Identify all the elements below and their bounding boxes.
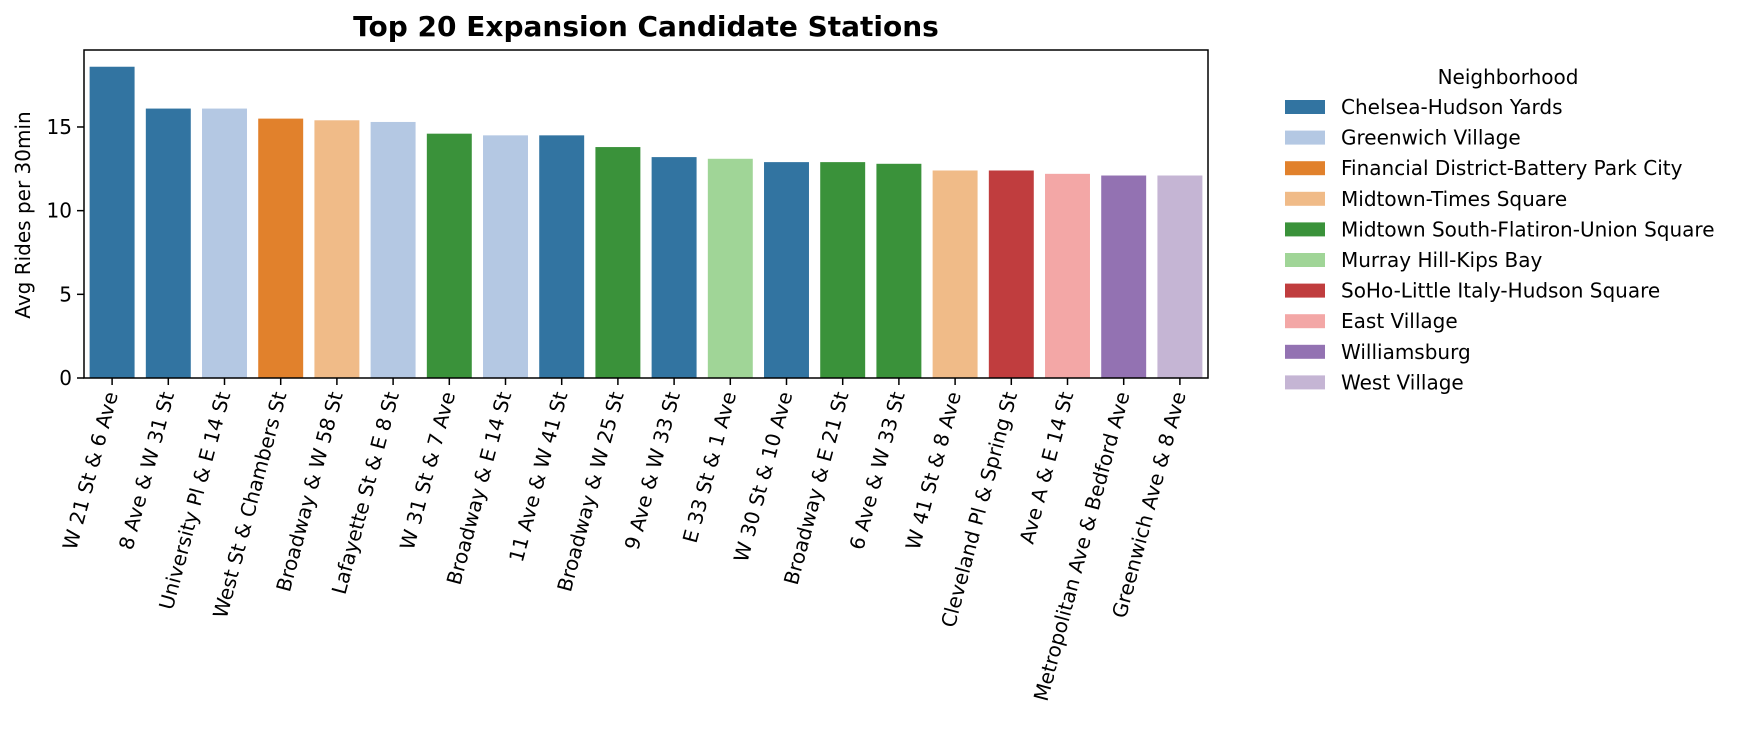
bar-5 bbox=[314, 120, 360, 379]
bar-17 bbox=[988, 170, 1034, 378]
y-tick-label: 5 bbox=[59, 282, 72, 306]
legend-entry-label: West Village bbox=[1341, 370, 1464, 394]
bar-18 bbox=[1045, 173, 1090, 378]
bar-10 bbox=[595, 147, 641, 378]
legend-entry-label: East Village bbox=[1341, 309, 1458, 333]
y-axis: 0 5 10 15 bbox=[47, 115, 84, 390]
bar-11 bbox=[651, 157, 697, 378]
legend-entry-label: Murray Hill-Kips Bay bbox=[1341, 248, 1543, 272]
bar-9 bbox=[539, 135, 585, 378]
y-tick-label: 0 bbox=[59, 366, 72, 390]
bar-20 bbox=[1157, 175, 1203, 378]
bar-14 bbox=[820, 162, 866, 378]
legend-entry-label: Chelsea-Hudson Yards bbox=[1341, 95, 1563, 119]
x-tick-label: W 21 St & 6 Ave bbox=[58, 389, 123, 552]
legend-swatch bbox=[1285, 283, 1325, 298]
legend-entry-label: Midtown-Times Square bbox=[1341, 187, 1567, 211]
bar-7 bbox=[426, 133, 472, 378]
legend-swatch bbox=[1285, 191, 1325, 206]
y-tick-label: 15 bbox=[47, 115, 72, 139]
legend-entry-label: SoHo-Little Italy-Hudson Square bbox=[1341, 279, 1660, 303]
bar-4 bbox=[258, 118, 304, 378]
bar-6 bbox=[370, 121, 416, 379]
legend-swatch bbox=[1285, 344, 1325, 359]
legend-entry-label: Greenwich Village bbox=[1341, 126, 1521, 150]
legend-swatch bbox=[1285, 253, 1325, 267]
bar-19 bbox=[1101, 175, 1147, 378]
chart-title: Top 20 Expansion Candidate Stations bbox=[353, 10, 939, 43]
legend-swatch bbox=[1285, 161, 1325, 176]
legend-swatch bbox=[1285, 375, 1325, 390]
legend-entry-label: Midtown South-Flatiron-Union Square bbox=[1341, 217, 1715, 241]
y-tick-label: 10 bbox=[47, 199, 72, 223]
y-axis-label: Avg Rides per 30min bbox=[11, 111, 35, 318]
x-tick-label: 9 Ave & W 33 St bbox=[620, 389, 685, 552]
legend-entry-label: Williamsburg bbox=[1341, 340, 1471, 364]
legend: Neighborhood Chelsea-Hudson Yards Greenwi… bbox=[1285, 65, 1715, 394]
bar-3 bbox=[202, 108, 247, 379]
legend-entry-label: Financial District-Battery Park City bbox=[1341, 156, 1683, 180]
legend-swatch bbox=[1285, 130, 1325, 145]
x-tick-label: W 31 St & 7 Ave bbox=[395, 389, 460, 552]
x-tick-label: 8 Ave & W 31 St bbox=[114, 389, 179, 552]
bars-group bbox=[89, 66, 1203, 379]
bar-8 bbox=[483, 135, 528, 378]
bar-15 bbox=[876, 163, 922, 378]
x-tick-label: 11 Ave & W 41 St bbox=[504, 389, 573, 565]
legend-swatch bbox=[1285, 100, 1325, 114]
bar-12 bbox=[707, 158, 753, 378]
legend-title: Neighborhood bbox=[1438, 65, 1579, 89]
legend-swatch bbox=[1285, 222, 1325, 237]
x-tick-label: W 30 St & 10 Ave bbox=[729, 389, 798, 564]
x-tick-label: E 33 St & 1 Ave bbox=[678, 389, 741, 545]
bar-13 bbox=[764, 162, 809, 378]
x-tick-label: Ave A & E 14 St bbox=[1015, 389, 1079, 546]
x-tick-label: W 41 St & 8 Ave bbox=[901, 389, 966, 552]
plot-frame bbox=[83, 49, 1209, 379]
bar-16 bbox=[932, 170, 978, 378]
x-tick-label: 6 Ave & W 33 St bbox=[844, 389, 909, 552]
bar-1 bbox=[89, 66, 135, 379]
legend-swatch bbox=[1285, 314, 1325, 329]
bar-2 bbox=[145, 108, 191, 379]
